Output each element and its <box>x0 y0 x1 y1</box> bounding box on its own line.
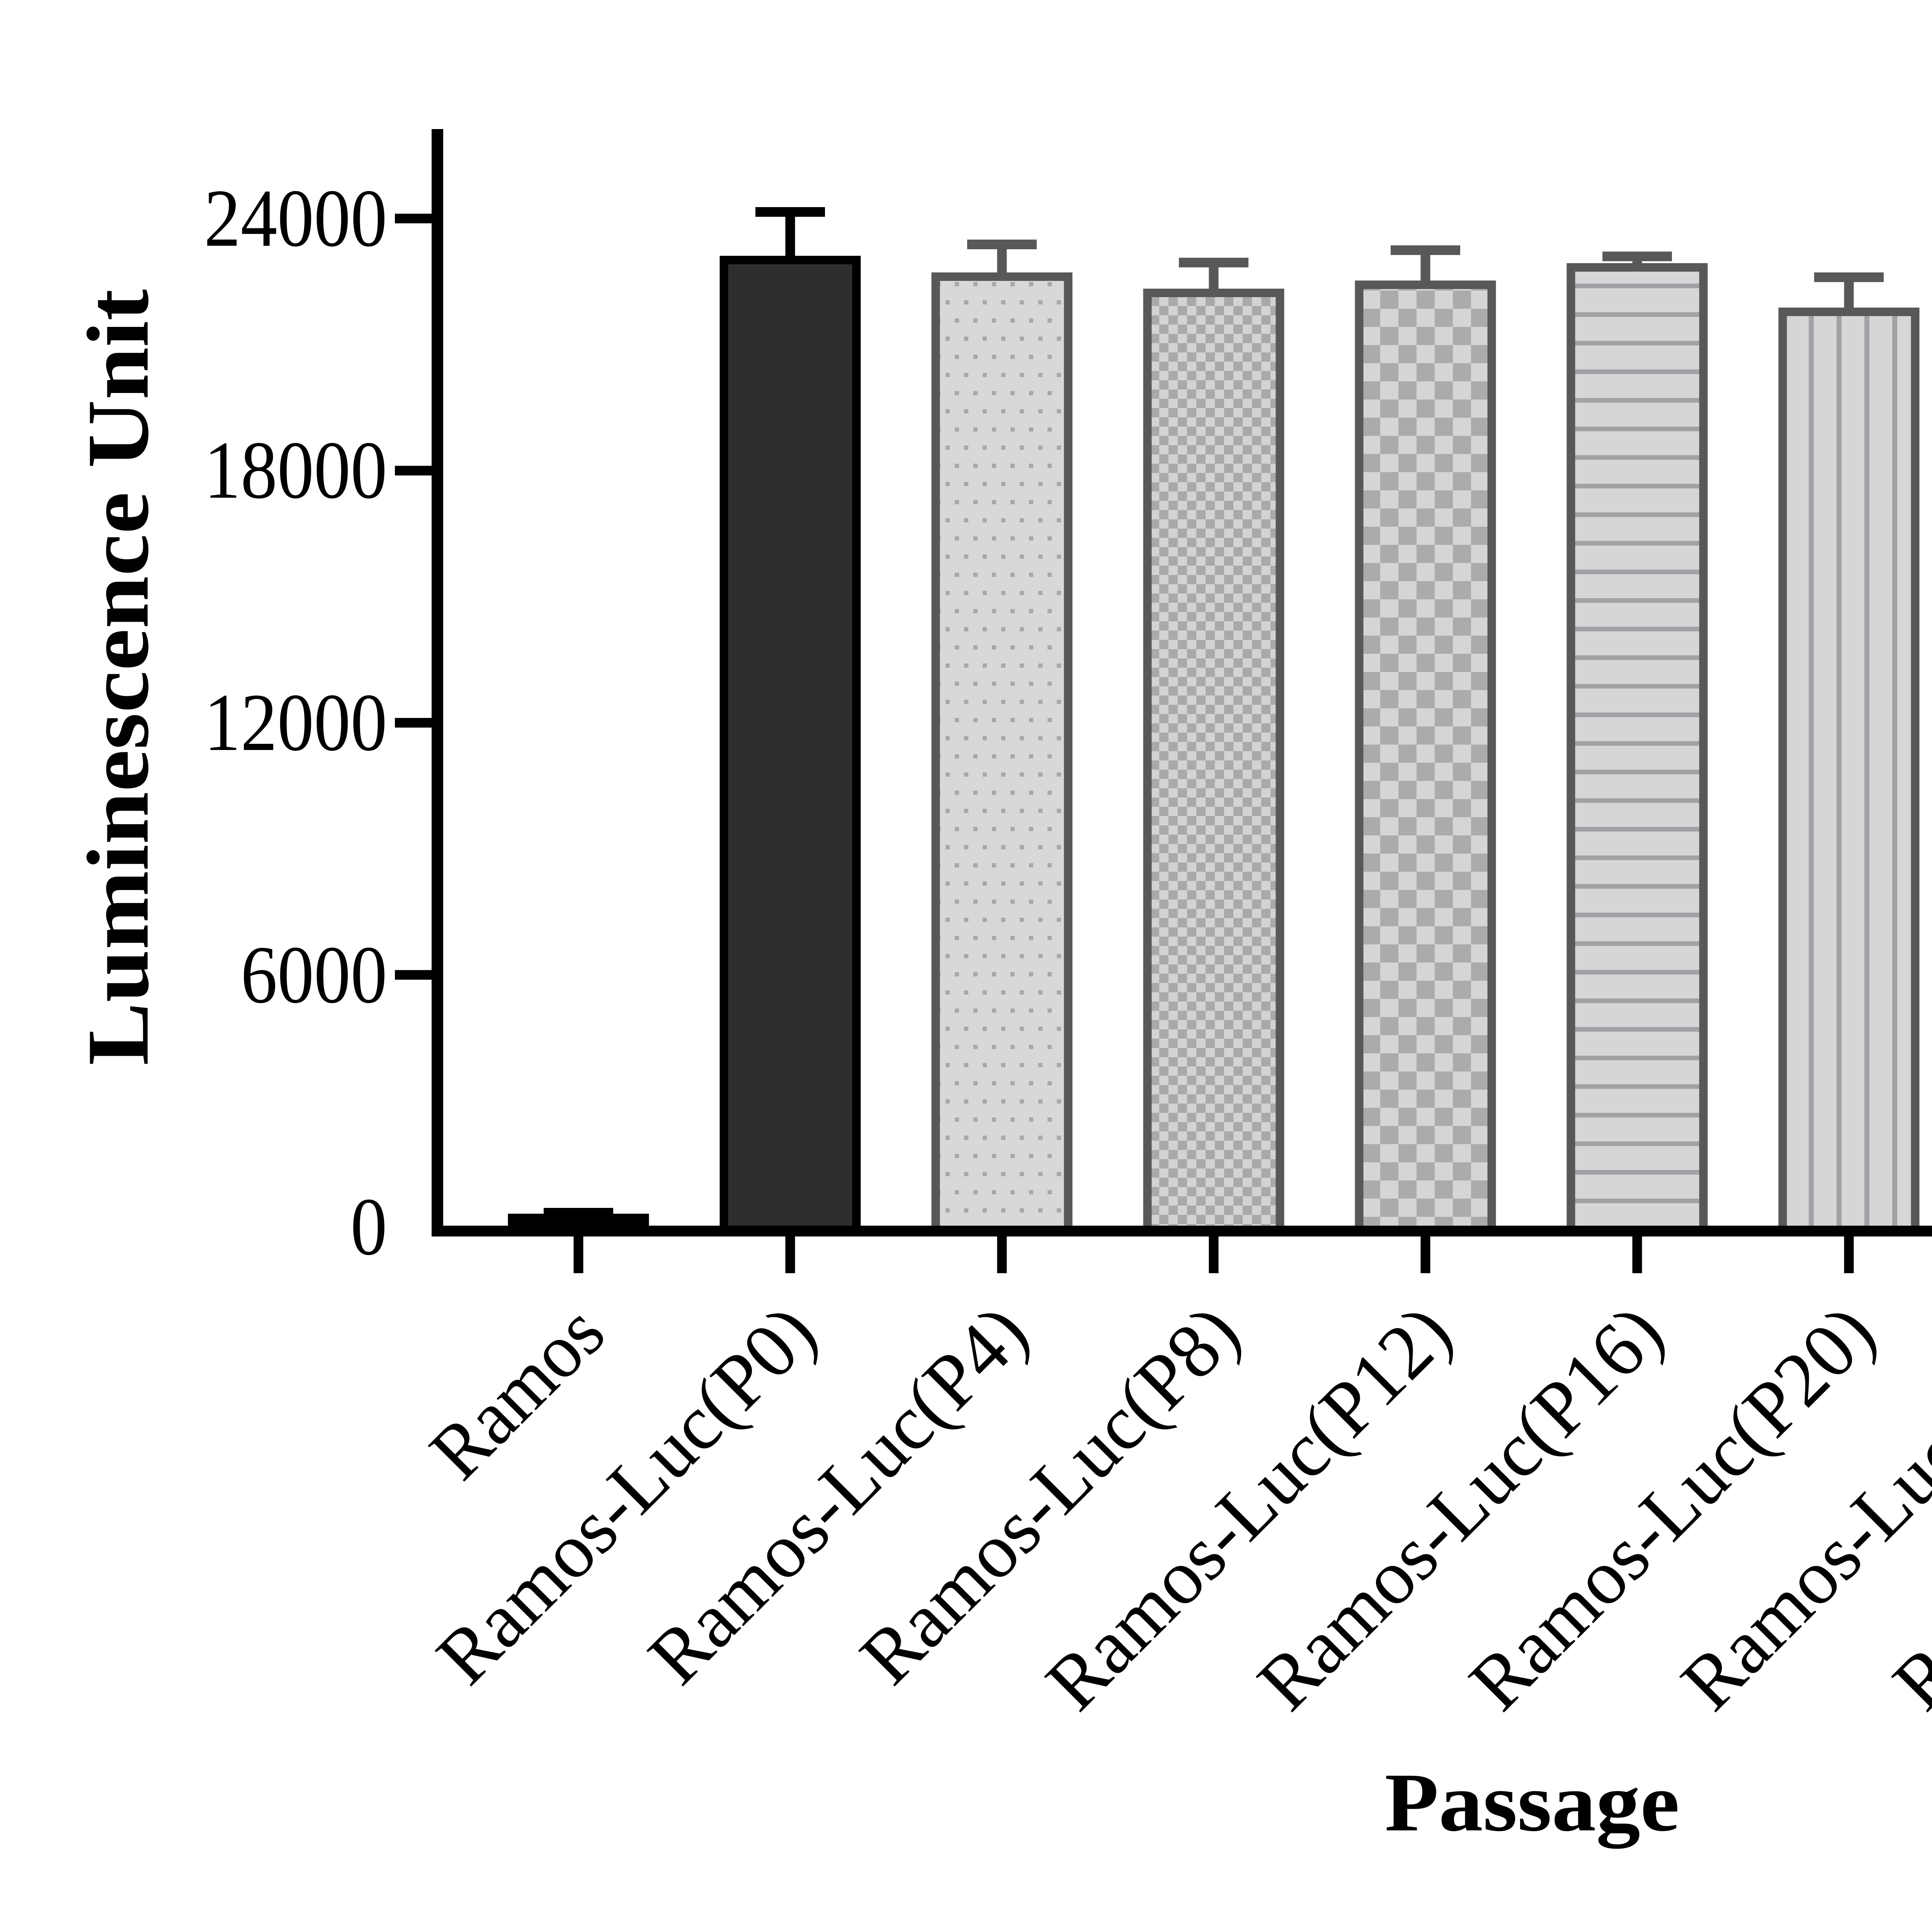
svg-text:Luminescence Unit: Luminescence Unit <box>70 289 167 1066</box>
svg-text:Passage: Passage <box>1385 1756 1680 1849</box>
svg-text:6000: 6000 <box>241 929 387 1020</box>
svg-text:24000: 24000 <box>204 173 387 264</box>
svg-text:0: 0 <box>350 1181 387 1272</box>
svg-text:18000: 18000 <box>204 425 387 516</box>
svg-text:12000: 12000 <box>204 677 387 768</box>
